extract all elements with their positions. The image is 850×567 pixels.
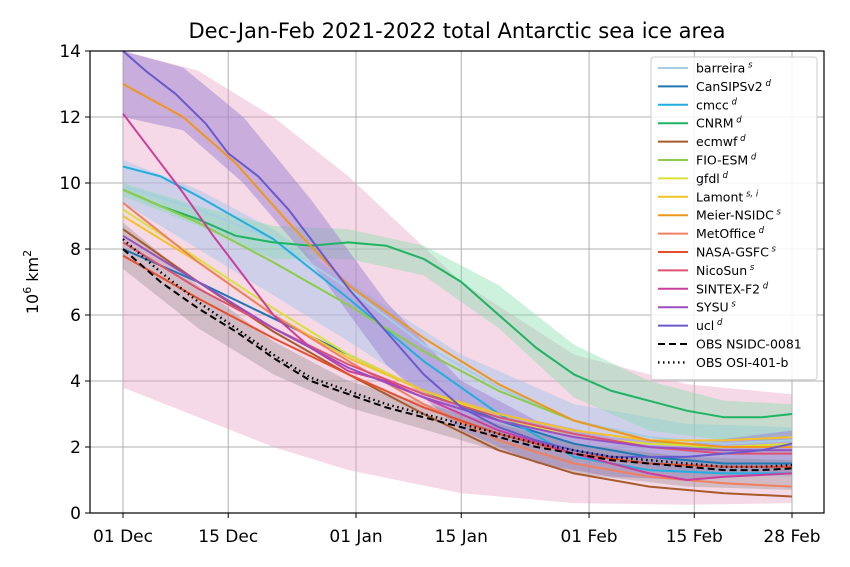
legend-label: OBS NSIDC-0081 [696, 337, 802, 352]
y-tick-label: 8 [70, 240, 81, 260]
x-axis: 01 Dec 15 Dec 01 Jan 15 Jan 01 Feb 15 Feb 28 F… [93, 513, 821, 547]
x-tick-label: 15 Jan [435, 527, 488, 547]
legend-box [650, 56, 818, 381]
legend-label: ucl d [696, 318, 723, 333]
series-lines [122, 50, 793, 498]
legend-label: NASA-GSFC s [696, 245, 777, 260]
y-axis-label-exp: 6 [21, 287, 34, 294]
series-line-sysu [122, 234, 792, 452]
series-line-cnrm [122, 188, 793, 419]
x-tick-label: 01 Dec [93, 527, 153, 547]
y-axis-label-unit-exp: 2 [21, 250, 34, 257]
x-tick-label: 15 Feb [666, 527, 723, 547]
legend-label: barreira s [696, 61, 753, 76]
x-tick-label: 28 Feb [763, 527, 820, 547]
legend-label: Lamont s, i [696, 189, 759, 204]
legend-label: ecmwf d [696, 134, 746, 149]
y-tick-label: 14 [59, 42, 81, 62]
series-line-obs-osi-401-b [122, 238, 793, 468]
legend-label: MetOffice d [696, 226, 765, 241]
x-tick-label: 15 Dec [198, 527, 258, 547]
y-tick-label: 4 [70, 372, 81, 392]
spread-band-3 [123, 51, 792, 480]
plot-frame [89, 50, 825, 514]
x-tick-label: 01 Jan [329, 527, 382, 547]
y-tick-label: 2 [70, 438, 81, 458]
series-line-obs-nsidc-0081 [122, 248, 793, 472]
legend-label: SYSU s [696, 300, 736, 315]
legend-label: FIO-ESM d [696, 153, 757, 168]
series-line-ecmwf [122, 228, 793, 498]
series-line-nicosun [122, 241, 792, 455]
legend-label: cmcc d [696, 97, 737, 112]
series-line-gfdl [122, 208, 793, 448]
legend-label: SINTEX-F2 d [696, 281, 769, 296]
spread-band-2 [123, 183, 792, 441]
y-axis-label-base: 10 [23, 294, 42, 314]
series-line-ucl [122, 50, 793, 458]
chart-title: Dec-Jan-Feb 2021-2022 total Antarctic se… [188, 19, 725, 43]
series-line-cmcc [122, 165, 792, 475]
legend-label: NicoSun s [696, 263, 755, 278]
legend-label: CanSIPSv2 d [696, 79, 771, 94]
legend: barreira s CanSIPSv2 d cmcc d CNRM d ecmwf d… [650, 56, 818, 381]
y-axis-label: 106 km2 [21, 250, 42, 314]
y-tick-label: 10 [59, 174, 81, 194]
legend-label: Meier-NSIDC s [696, 208, 782, 223]
spread-band-0 [123, 51, 792, 505]
y-tick-label: 6 [70, 306, 81, 326]
series-line-meier-nsidc [122, 83, 792, 448]
x-tick-label: 01 Feb [560, 527, 617, 547]
y-tick-label: 12 [59, 108, 81, 128]
y-axis: 0 2 4 6 8 10 12 14 [59, 42, 90, 524]
legend-label: OBS OSI-401-b [696, 355, 788, 370]
y-tick-label: 0 [70, 504, 81, 524]
series-line-nasa-gsfc [122, 254, 792, 468]
legend-label: CNRM d [696, 116, 742, 131]
legend-label: gfdl d [696, 171, 728, 186]
y-axis-label-unit: km [23, 257, 42, 287]
